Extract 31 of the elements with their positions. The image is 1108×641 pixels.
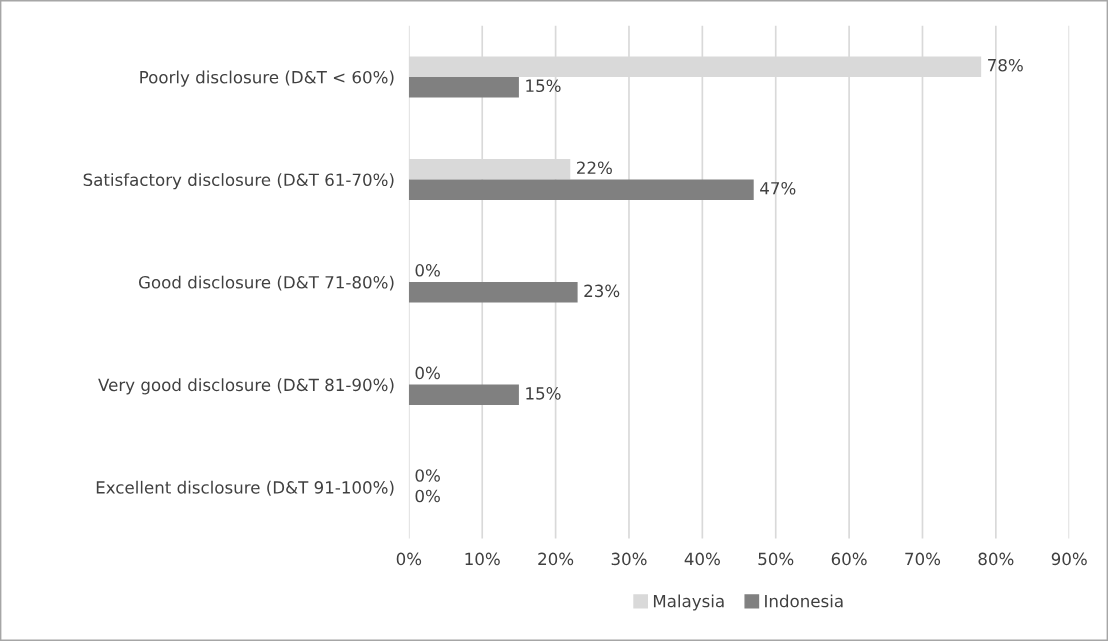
x-tick-label: 80% (978, 552, 1014, 566)
data-label: 15% (526, 79, 561, 93)
y-tick-label: Poorly disclosure (D&T < 60%) (140, 70, 394, 87)
y-tick-label: Satisfactory disclosure (D&T 61-70%) (83, 173, 394, 190)
x-tick-label: 0% (396, 552, 422, 566)
x-tick-label: 20% (538, 552, 574, 566)
data-label: 47% (760, 181, 796, 195)
legend-label: Indonesia (765, 594, 843, 608)
x-tick-label: 40% (684, 552, 720, 566)
data-label: 0% (415, 489, 440, 503)
y-tick-label: Excellent disclosure (D&T 91-100%) (96, 480, 394, 496)
x-tick-label: 70% (905, 552, 941, 566)
data-label: 78% (988, 58, 1023, 72)
x-tick-label: 50% (758, 552, 794, 566)
bar (408, 76, 519, 98)
y-tick-label: Good disclosure (D&T 71-80%) (138, 275, 394, 291)
data-label: 15% (526, 387, 561, 400)
bar (408, 179, 754, 200)
y-tick-label: Very good disclosure (D&T 81-90%) (98, 378, 394, 395)
data-label: 0% (415, 366, 440, 380)
data-label: 22% (577, 161, 612, 175)
bar (408, 384, 519, 406)
x-tick-label: 30% (611, 552, 647, 566)
bar (408, 282, 578, 303)
x-tick-label: 60% (831, 552, 867, 566)
data-label: 0% (415, 469, 440, 482)
data-label: 23% (584, 284, 620, 298)
data-label: 0% (415, 264, 440, 277)
x-tick-label: 10% (465, 552, 500, 566)
legend-label: Malaysia (653, 594, 724, 611)
x-tick-label: 90% (1051, 552, 1087, 566)
